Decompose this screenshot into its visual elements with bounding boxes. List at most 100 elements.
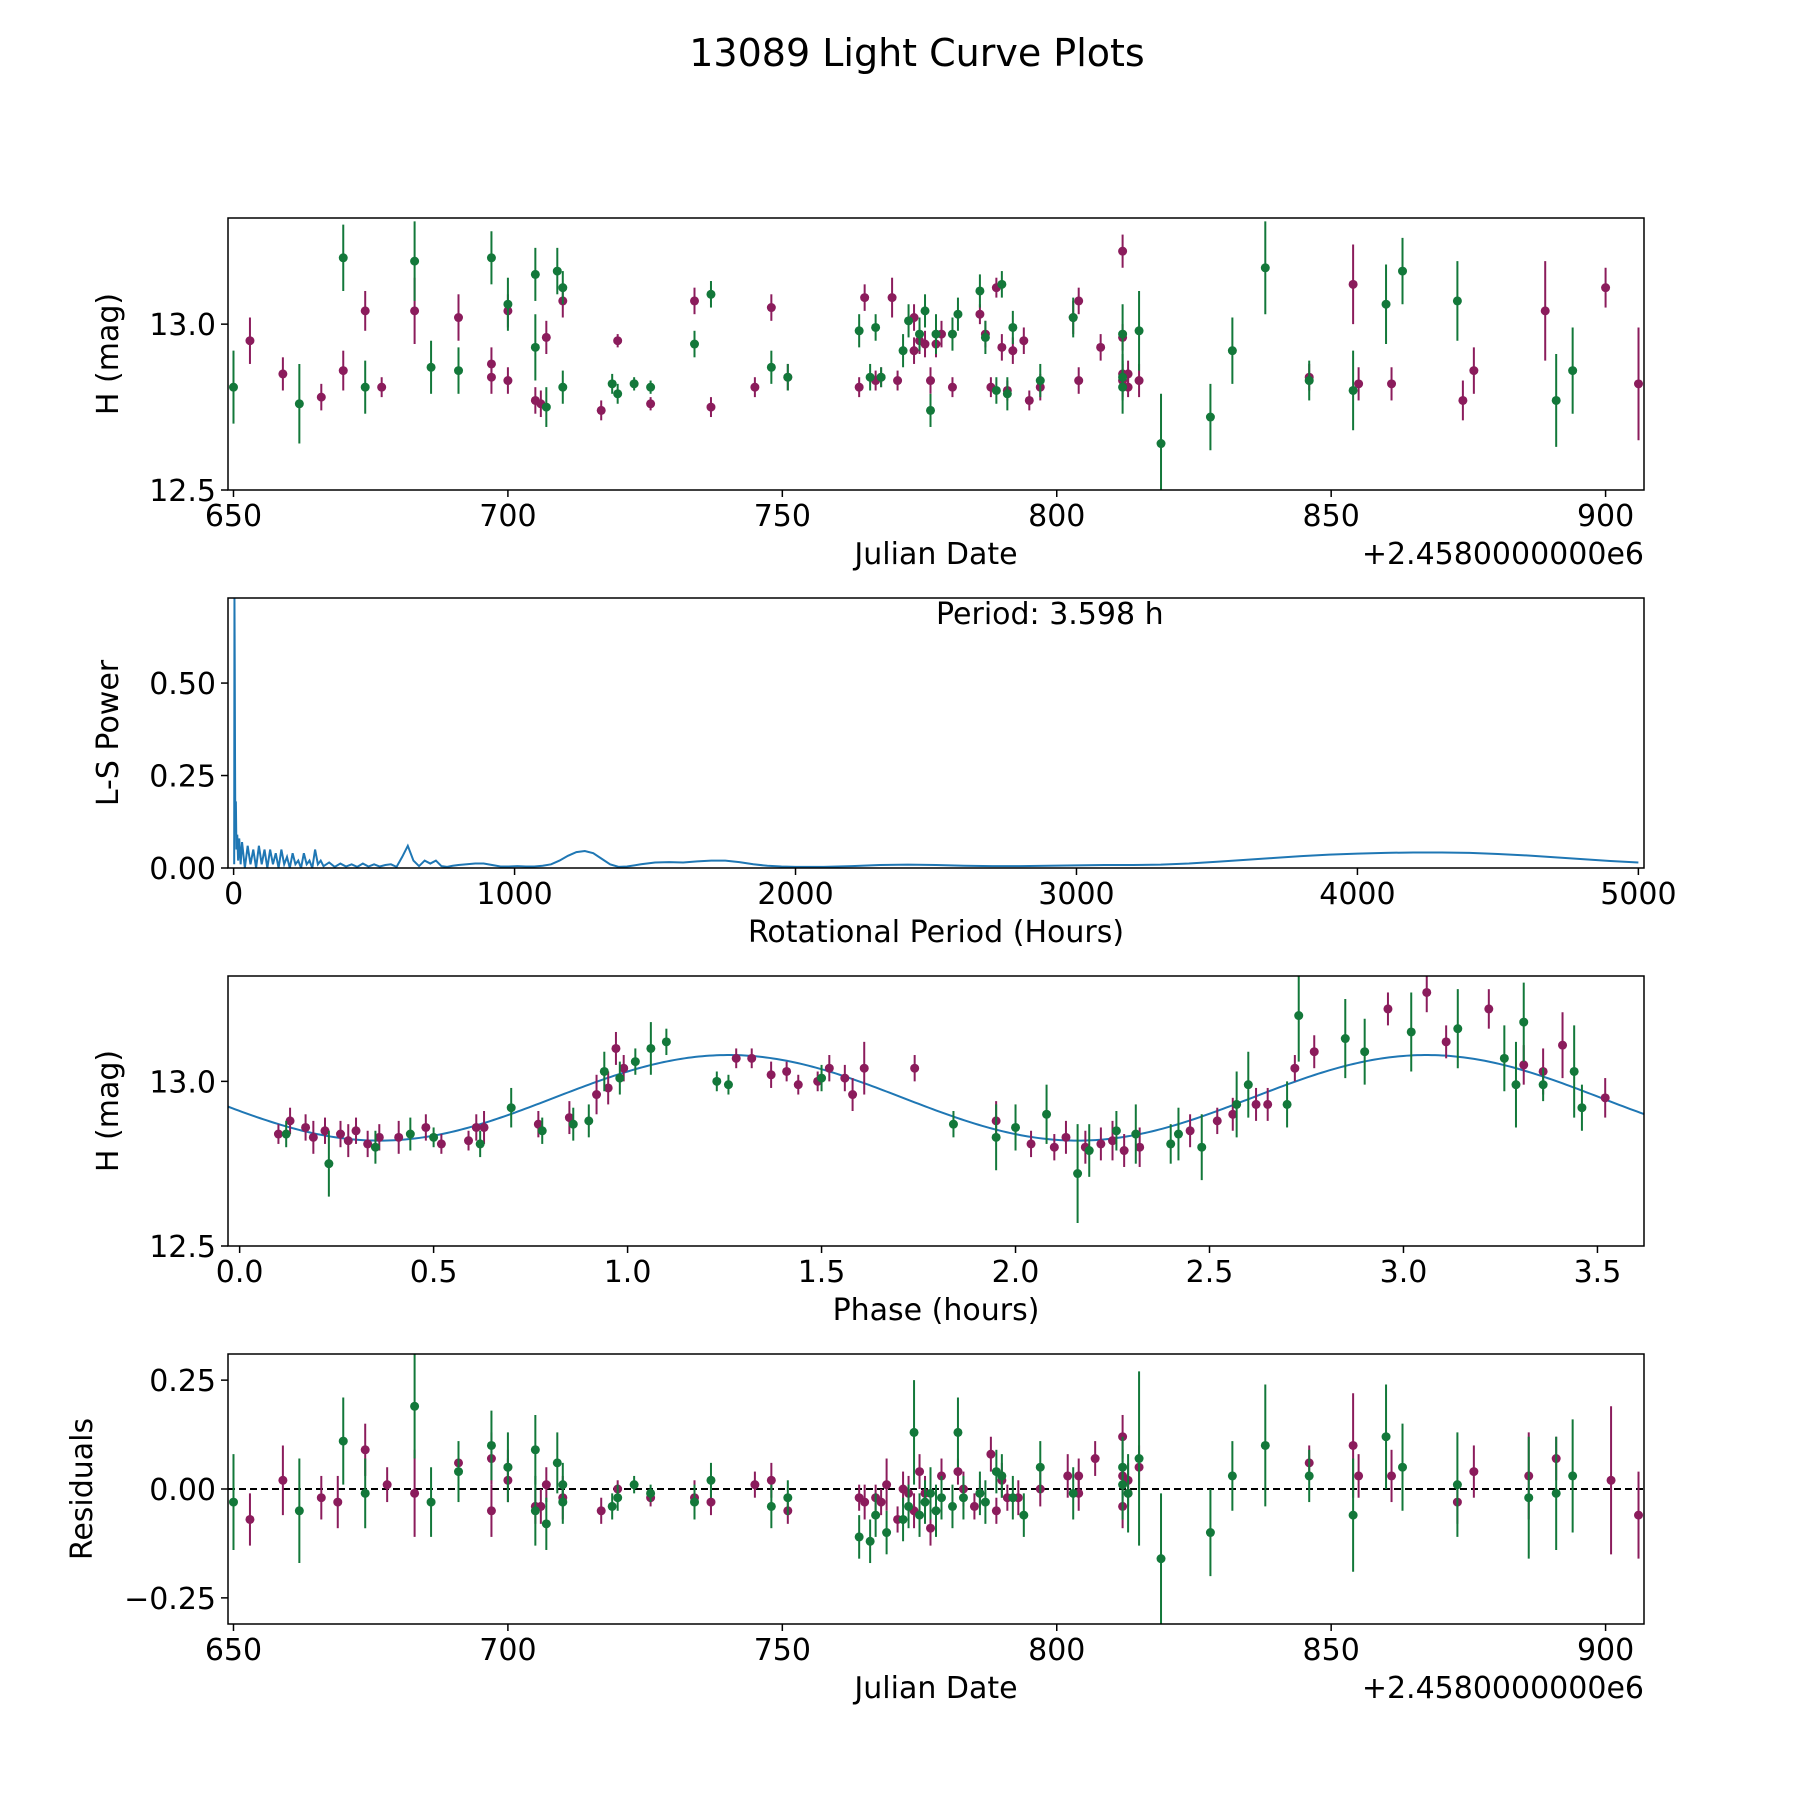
phased-filter-1-point-18 [592,1090,602,1100]
phased-model-curve [228,1054,1644,1142]
phased-filter-2-point-3 [405,1129,415,1139]
lightcurve-filter-2-point-39 [1002,389,1012,399]
phased-filter-2-point-0 [281,1129,291,1139]
lightcurve-filter-1-point-11 [503,376,513,386]
residuals-filter-2-point-2 [338,1436,348,1446]
residuals-offset-text: +2.4580000000e6 [1362,1671,1644,1706]
residuals-filter-1-point-8 [486,1506,496,1516]
residuals-ytick-label-0: −0.25 [124,1582,216,1617]
phased-axes-frame [227,975,1645,1247]
residuals-filter-1-point-20 [706,1497,716,1507]
lightcurve-filter-2-point-47 [1156,439,1166,449]
residuals-xlabel: Julian Date [852,1671,1017,1706]
lightcurve-filter-2-point-6 [454,366,464,376]
phased-filter-1-point-13 [464,1136,474,1146]
residuals-filter-2-point-32 [926,1488,936,1498]
periodogram-xtick-label-0: 0 [224,877,243,912]
residuals-filter-2-point-25 [871,1510,881,1520]
lightcurve-filter-2-point-33 [947,329,957,339]
lightcurve-filter-2-point-52 [1348,385,1358,395]
residuals-filter-2-point-9 [530,1445,540,1455]
phased-filter-2-point-19 [991,1132,1001,1142]
lightcurve-filter-1-point-21 [750,382,760,392]
lightcurve-filter-2-point-53 [1381,299,1391,309]
residuals-filter-2-point-47 [1118,1462,1128,1472]
lightcurve-xtick-label-0: 650 [205,499,262,534]
periodogram-axes-frame [227,597,1645,869]
phased-xtick-label-1: 0.5 [410,1255,458,1290]
lightcurve-filter-2-point-57 [1568,366,1578,376]
residuals-filter-2-point-11 [541,1519,551,1529]
residuals-filter-2-point-34 [936,1493,946,1503]
residuals-filter-1-point-59 [1354,1471,1364,1481]
residuals-filter-1-point-42 [991,1506,1001,1516]
residuals-filter-2-point-42 [1008,1493,1018,1503]
phased-filter-1-point-5 [336,1129,346,1139]
periodogram-data-layer [233,598,1639,868]
phased-filter-2-point-12 [630,1057,640,1067]
lightcurve-ytick-label-0: 12.5 [149,474,216,509]
residuals-filter-1-point-58 [1348,1440,1358,1450]
phased-filter-2-point-40 [1538,1080,1548,1090]
lightcurve-filter-1-point-14 [541,332,551,342]
lightcurve-filter-1-point-46 [1024,395,1034,405]
residuals-filter-2-point-15 [607,1501,617,1511]
phased-ytick-label-1: 13.0 [149,1065,216,1100]
residuals-filter-2-point-3 [360,1488,370,1498]
phased-filter-2-point-35 [1406,1027,1416,1037]
lightcurve-filter-2-point-42 [1068,313,1078,323]
residuals-filter-2-point-44 [1035,1462,1045,1472]
lightcurve-filter-2-point-30 [920,306,930,316]
lightcurve-filter-2-point-21 [766,362,776,372]
phased-filter-1-point-55 [1558,1040,1568,1050]
phased-filter-1-point-56 [1600,1093,1610,1103]
residuals-filter-2-point-4 [410,1401,420,1411]
phased-xtick-label-6: 3.0 [1380,1255,1428,1290]
periodogram-xtick-label-1: 1000 [476,877,552,912]
residuals-ytick-label-2: 0.25 [149,1364,216,1399]
phased-filter-2-point-38 [1511,1080,1521,1090]
phased-filter-1-point-8 [363,1139,373,1149]
lightcurve-filter-2-point-15 [607,379,617,389]
phased-filter-1-point-28 [824,1063,834,1073]
lightcurve-filter-1-point-34 [926,376,936,386]
phased-filter-1-point-24 [766,1070,776,1080]
lightcurve-filter-2-point-16 [613,389,623,399]
lightcurve-filter-1-point-50 [1074,376,1084,386]
lightcurve-filter-1-point-7 [454,313,464,323]
residuals-filter-1-point-41 [986,1449,996,1459]
residuals-filter-1-point-5 [382,1480,392,1490]
lightcurve-filter-2-point-54 [1398,266,1408,276]
phased-filter-1-point-19 [603,1083,613,1093]
residuals-filter-1-point-2 [316,1493,326,1503]
phased-filter-2-point-8 [568,1119,578,1129]
lightcurve-filter-2-point-11 [541,402,551,412]
residuals-filter-2-point-28 [904,1501,914,1511]
phased-filter-2-point-36 [1453,1024,1463,1034]
phased-filter-2-point-11 [615,1073,625,1083]
residuals-data-layer [228,1354,1644,1624]
lightcurve-filter-2-point-13 [558,283,568,293]
lightcurve-filter-2-point-51 [1304,376,1314,386]
periodogram-annotation: Period: 3.598 h [936,597,1164,632]
residuals-filter-2-point-37 [958,1493,968,1503]
phased-filter-2-point-4 [429,1132,439,1142]
lightcurve-filter-1-point-44 [1008,346,1018,356]
phased-filter-1-point-21 [611,1043,621,1053]
lightcurve-filter-1-point-19 [690,296,700,306]
residuals-filter-2-point-26 [882,1528,892,1538]
residuals-filter-1-point-60 [1387,1471,1397,1481]
phased-filter-2-point-32 [1294,1011,1304,1021]
phased-filter-2-point-14 [661,1037,671,1047]
phased-data-layer [228,976,1644,1223]
phased-filter-1-point-6 [343,1136,353,1146]
phased-filter-1-point-36 [1061,1132,1071,1142]
lightcurve-filter-2-point-41 [1035,376,1045,386]
lightcurve-filter-1-point-37 [947,382,957,392]
residuals-filter-2-point-10 [530,1506,540,1516]
phased-filter-2-point-31 [1282,1099,1292,1109]
lightcurve-filter-2-point-23 [854,326,864,336]
phased-filter-2-point-29 [1232,1099,1242,1109]
residuals-filter-2-point-36 [953,1427,963,1437]
lightcurve-filter-2-point-4 [410,256,420,266]
